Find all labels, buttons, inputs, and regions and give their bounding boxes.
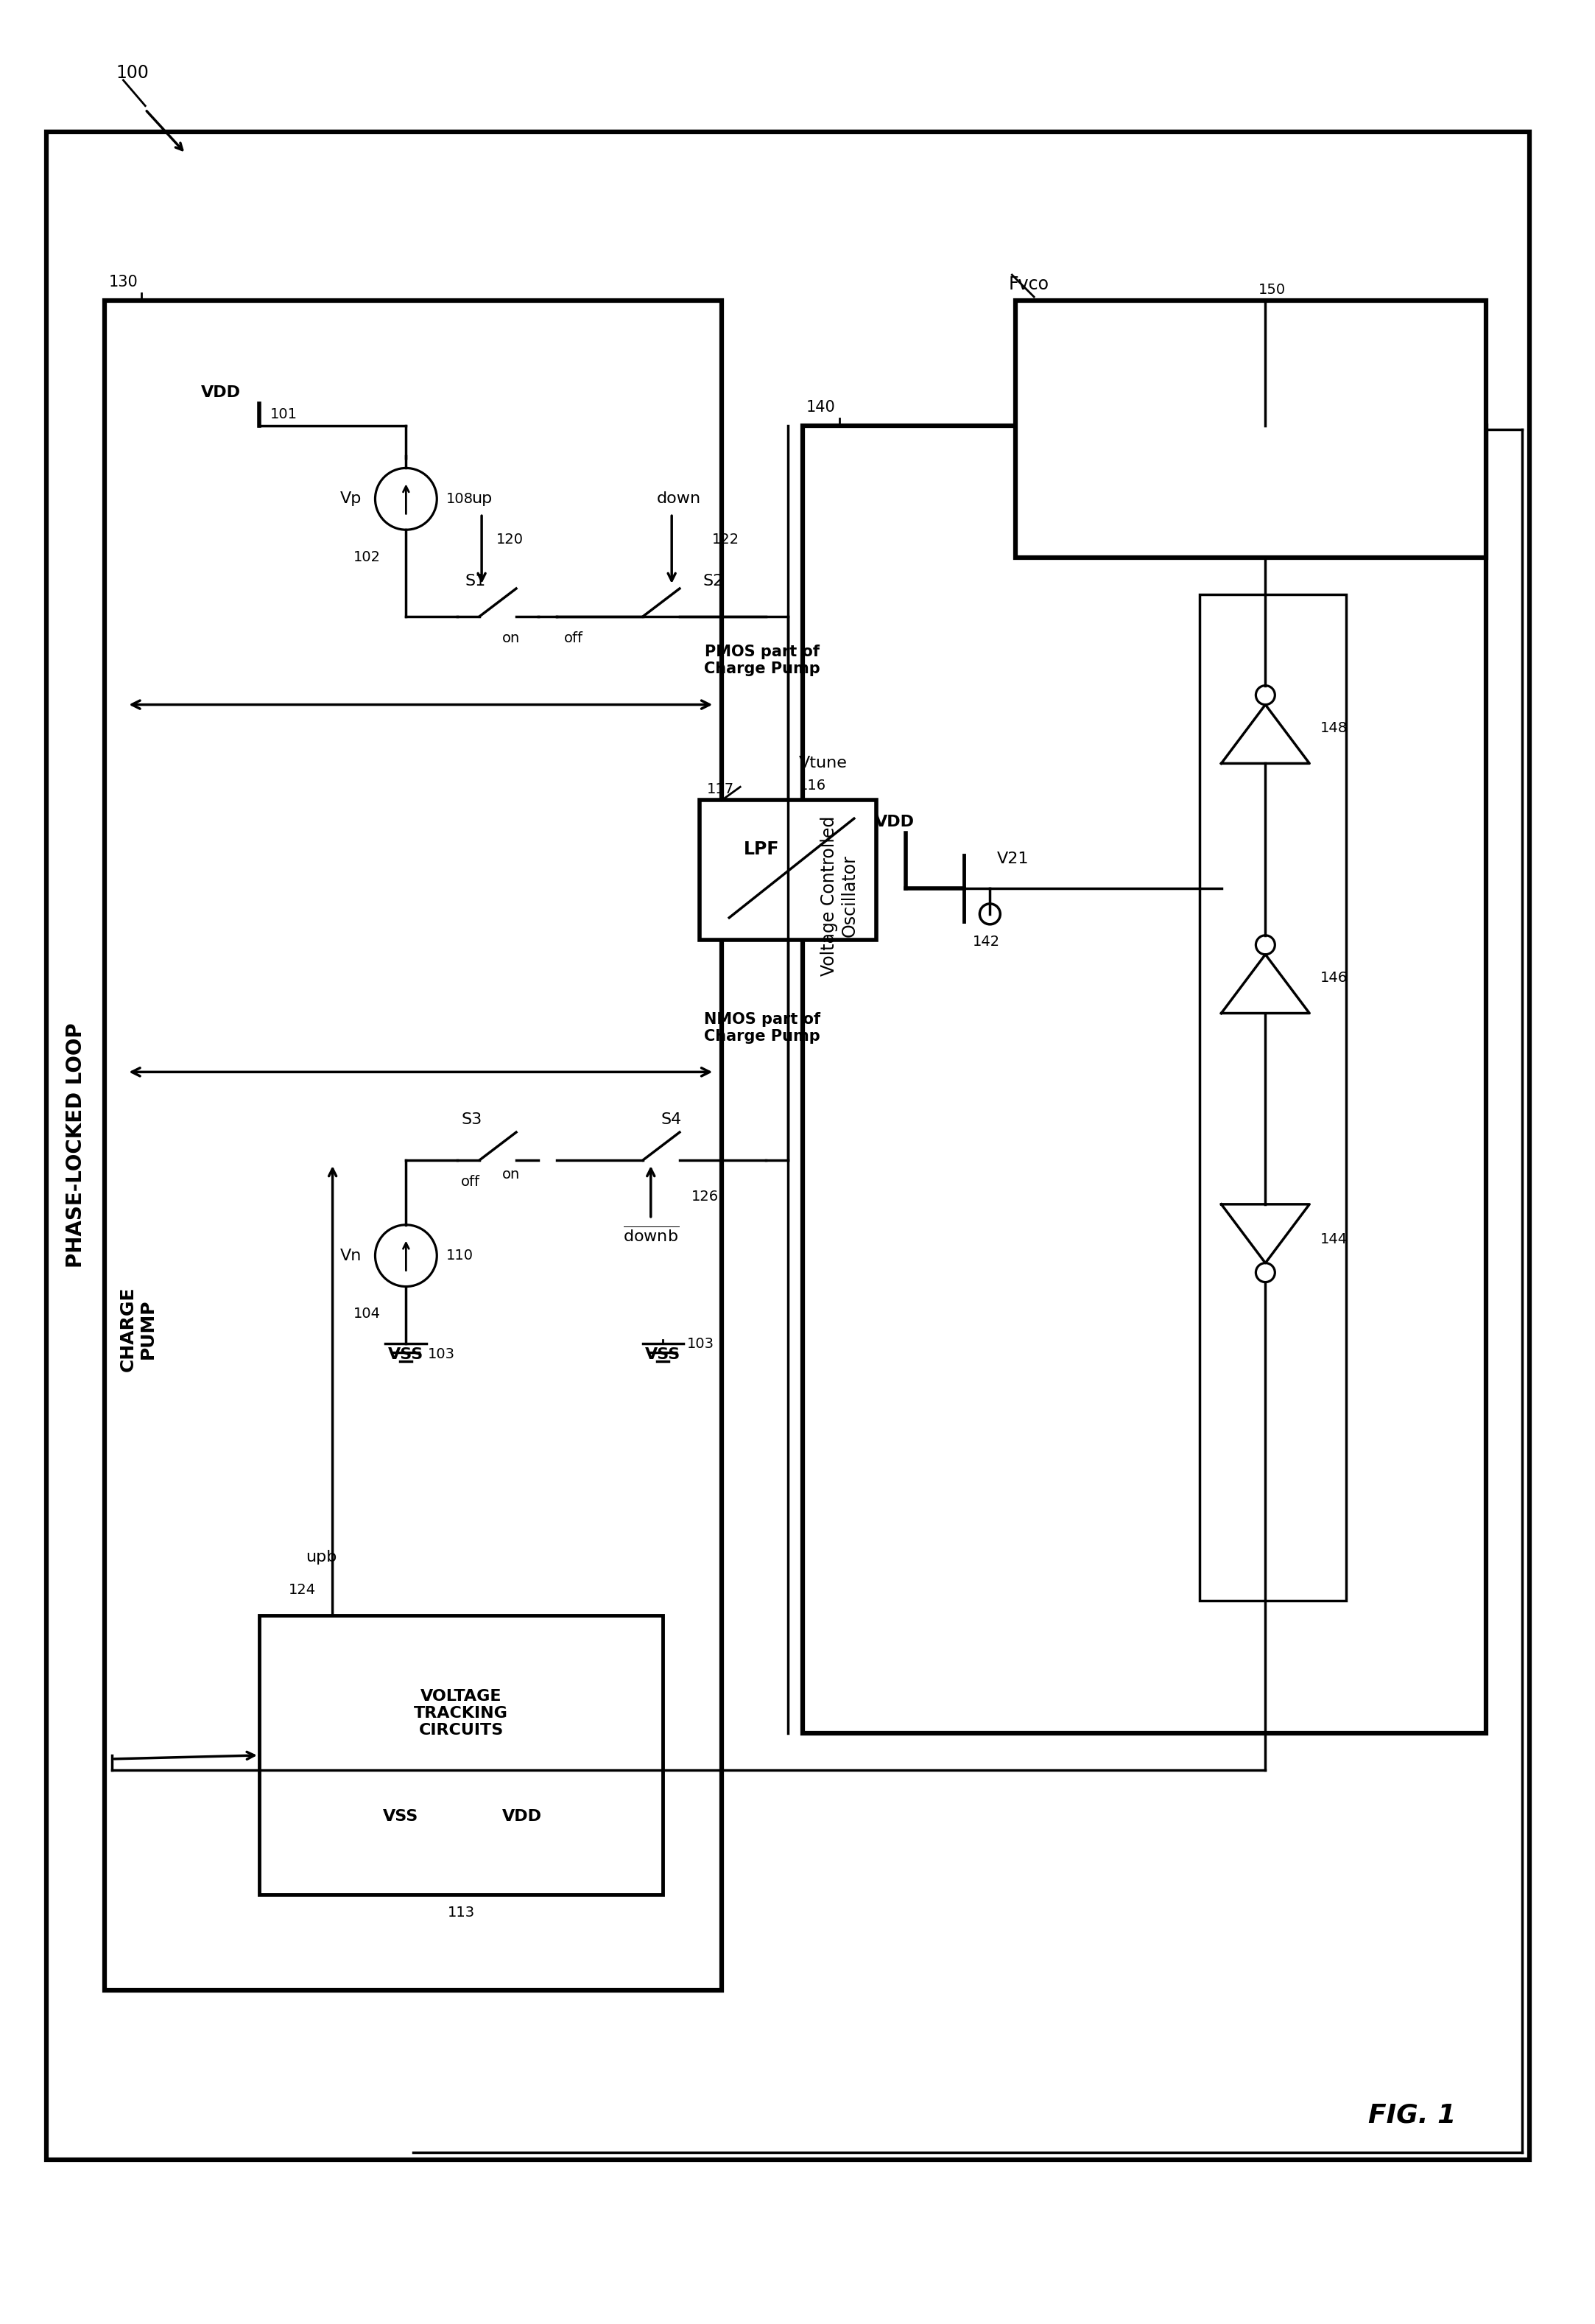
Text: PMOS part of
Charge Pump: PMOS part of Charge Pump — [703, 644, 820, 676]
Text: Vn: Vn — [340, 1248, 362, 1262]
Text: 102: 102 — [352, 551, 380, 565]
Text: Vtune: Vtune — [799, 755, 847, 772]
Text: up: up — [471, 493, 493, 507]
Text: down: down — [657, 493, 702, 507]
Text: 148: 148 — [1321, 720, 1348, 734]
Text: 113: 113 — [448, 1906, 475, 1920]
Text: NMOS part of
Charge Pump: NMOS part of Charge Pump — [703, 1011, 820, 1043]
Text: 103: 103 — [427, 1348, 455, 1362]
Text: VDD: VDD — [874, 816, 914, 830]
Text: on: on — [502, 1167, 520, 1181]
Text: S3: S3 — [461, 1113, 482, 1127]
Text: S2: S2 — [703, 574, 724, 588]
Text: Voltage Controlled
Oscillator: Voltage Controlled Oscillator — [820, 816, 858, 976]
Bar — [46, 132, 1530, 2159]
Text: CHARGE
PUMP: CHARGE PUMP — [120, 1287, 156, 1371]
Text: 101: 101 — [270, 407, 297, 421]
Text: V21: V21 — [997, 851, 1029, 867]
Text: off: off — [461, 1176, 480, 1190]
Text: 116: 116 — [799, 779, 826, 792]
Text: 142: 142 — [973, 934, 1000, 948]
Bar — [1199, 595, 1346, 1601]
Bar — [105, 300, 723, 1989]
Text: LPF: LPF — [743, 841, 780, 858]
Text: $\overline{\mathrm{downb}}$: $\overline{\mathrm{downb}}$ — [622, 1227, 679, 1246]
Text: 126: 126 — [691, 1190, 718, 1204]
Text: 117: 117 — [707, 783, 734, 797]
Text: 120: 120 — [496, 532, 523, 546]
Text: VDD: VDD — [201, 386, 241, 400]
Text: VSS: VSS — [388, 1348, 424, 1362]
Text: 140: 140 — [807, 400, 836, 414]
Bar — [700, 799, 876, 939]
Text: VSS: VSS — [646, 1348, 681, 1362]
Text: on: on — [502, 632, 520, 646]
Text: Fvco: Fvco — [1008, 277, 1050, 293]
Text: 146: 146 — [1321, 971, 1348, 985]
Text: S4: S4 — [662, 1113, 683, 1127]
Text: 104: 104 — [352, 1306, 380, 1320]
Text: 103: 103 — [686, 1336, 715, 1350]
Text: VOLTAGE
TRACKING
CIRCUITS: VOLTAGE TRACKING CIRCUITS — [415, 1690, 509, 1738]
Text: 108: 108 — [447, 493, 474, 507]
Text: off: off — [565, 632, 584, 646]
Text: VSS: VSS — [383, 1810, 418, 1824]
Text: VDD: VDD — [502, 1810, 542, 1824]
Text: 110: 110 — [447, 1248, 474, 1262]
Bar — [802, 425, 1485, 1734]
Text: Vp: Vp — [340, 493, 362, 507]
Text: S1: S1 — [464, 574, 485, 588]
Text: 130: 130 — [108, 274, 137, 290]
Text: 150: 150 — [1258, 284, 1286, 297]
Bar — [258, 1615, 664, 1894]
Text: FIG. 1: FIG. 1 — [1369, 2103, 1456, 2129]
Text: 100: 100 — [116, 65, 148, 81]
Text: 122: 122 — [711, 532, 740, 546]
Text: PHASE-LOCKED LOOP: PHASE-LOCKED LOOP — [65, 1023, 86, 1269]
Text: upb: upb — [306, 1550, 337, 1564]
Text: 124: 124 — [289, 1583, 316, 1597]
Text: 144: 144 — [1321, 1232, 1348, 1246]
Bar — [1016, 300, 1485, 558]
